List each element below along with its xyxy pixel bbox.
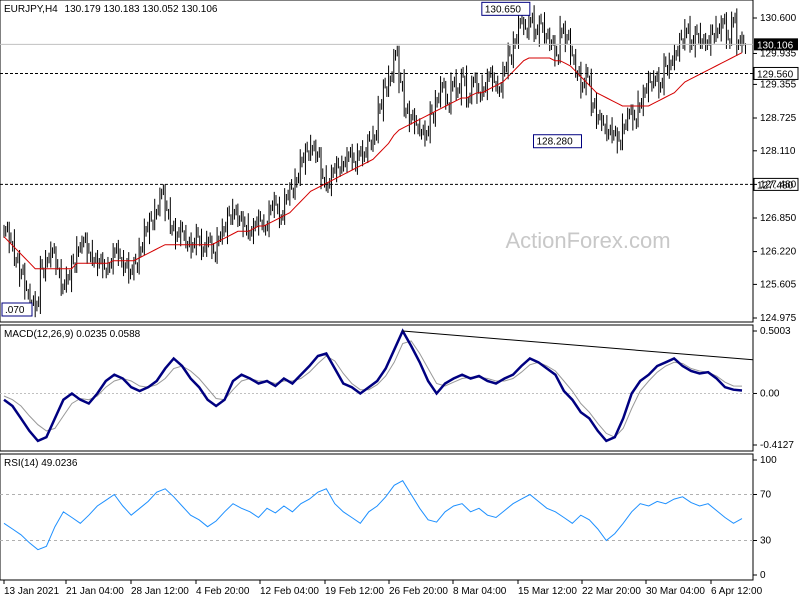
price-tick-label: 128.725 [760, 113, 797, 124]
price-annotation-box [1, 302, 33, 317]
price-tick-label: 126.220 [760, 247, 797, 258]
time-tick-label: 22 Mar 20:00 [582, 586, 641, 597]
macd-tick-label: -0.4127 [760, 440, 794, 451]
macd-signal-line [3, 340, 743, 438]
price-annotation-box [481, 1, 531, 16]
level-label-box [753, 66, 799, 80]
price-tick-label: 125.605 [760, 279, 797, 290]
price-tick-label: 126.850 [760, 213, 797, 224]
price-ma-line [3, 52, 743, 270]
time-tick-label: 13 Jan 2021 [4, 586, 59, 597]
rsi-line [3, 480, 743, 551]
time-tick-label: 30 Mar 04:00 [646, 586, 705, 597]
price-annotation-box [533, 134, 582, 149]
macd-panel [0, 324, 754, 452]
macd-axis: 0.5003 0.00 -0.4127 [753, 326, 794, 451]
price-candles [3, 5, 746, 318]
time-tick-label: 28 Jan 12:00 [131, 586, 189, 597]
rsi-tick-label: 70 [760, 490, 772, 501]
current-price-label: 130.106 [757, 40, 794, 51]
price-axis: 130.600 129.935 129.355 128.725 128.110 127.4… [753, 13, 797, 324]
price-tick-label: 129.935 [760, 48, 797, 59]
macd-main-line [3, 328, 743, 443]
price-tick-label: 128.110 [760, 146, 796, 157]
time-axis: 13 Jan 2021 21 Jan 04:00 28 Jan 12:00 4 Feb… [3, 580, 763, 597]
rsi-tick-label: 30 [760, 536, 772, 547]
moving-average-line [3, 52, 743, 270]
symbol-label: EURJPY,H4 [4, 4, 58, 15]
time-tick-label: 26 Feb 20:00 [389, 586, 448, 597]
macd-trendline [402, 330, 754, 361]
rsi-tick-label: 0 [760, 570, 766, 581]
price-annotation-label: 128.280 [537, 137, 574, 148]
macd-lines [0, 328, 754, 443]
watermark: ActionForex.com [505, 228, 670, 253]
current-price-box [754, 38, 798, 51]
level-label: 127.480 [757, 180, 794, 191]
rsi-title: RSI(14) 49.0236 [4, 458, 78, 469]
price-tick-label: 124.975 [760, 313, 797, 324]
price-annotations: 130.650 128.280 .070 [1, 1, 582, 317]
price-tick-label: 130.600 [760, 13, 797, 24]
time-tick-label: 19 Feb 12:00 [325, 586, 384, 597]
time-tick-label: 15 Mar 12:00 [518, 586, 577, 597]
rsi-tick-label: 100 [760, 455, 777, 466]
price-annotation-label: .070 [5, 305, 25, 316]
level-label: 129.560 [757, 69, 794, 80]
rsi-lines [0, 480, 753, 551]
macd-tick-label: 0.00 [760, 388, 780, 399]
time-tick-label: 6 Apr 12:00 [711, 586, 763, 597]
time-tick-label: 8 Mar 04:00 [453, 586, 507, 597]
macd-tick-label: 0.5003 [760, 326, 791, 337]
price-annotation-label: 130.650 [485, 4, 522, 15]
rsi-panel [0, 453, 754, 581]
price-levels: 129.560 127.480 130.106 [0, 38, 799, 191]
rsi-axis: 100 70 30 0 [753, 455, 777, 581]
time-tick-label: 4 Feb 20:00 [196, 586, 250, 597]
ohlc-label: 130.179 130.183 130.052 130.106 [65, 4, 218, 15]
macd-title: MACD(12,26,9) 0.0235 0.0588 [4, 329, 141, 340]
price-tick-label: 127.480 [760, 179, 797, 190]
chart-header: EURJPY,H4 130.179 130.183 130.052 130.10… [4, 4, 218, 15]
time-tick-label: 21 Jan 04:00 [66, 586, 124, 597]
time-tick-label: 12 Feb 04:00 [260, 586, 319, 597]
price-tick-label: 129.355 [760, 79, 797, 90]
